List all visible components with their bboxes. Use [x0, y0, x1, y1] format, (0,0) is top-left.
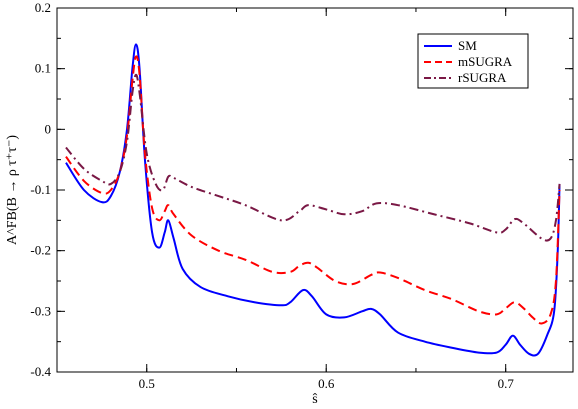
x-tick-label: 0.6	[318, 376, 335, 391]
series-line-msugra	[65, 55, 561, 325]
y-tick-label: 0.1	[35, 61, 51, 76]
y-axis-label: A^FB(B → ρ τ⁺τ⁻)	[5, 135, 20, 245]
axis-ticks: -0.4 -0.3 -0.2 -0.1 0 0.1 0.2 0.5 0.6 0.7	[30, 0, 573, 391]
legend-label-sm: SM	[458, 38, 477, 53]
series-line-sm	[65, 43, 561, 357]
legend-label-rsugra: rSUGRA	[458, 70, 507, 85]
x-tick-label: 0.5	[139, 376, 155, 391]
y-tick-label: 0.2	[35, 0, 51, 15]
legend-box	[417, 33, 529, 89]
y-tick-label: 0	[45, 121, 52, 136]
y-tick-label: -0.1	[30, 182, 51, 197]
y-tick-label: -0.4	[30, 364, 51, 379]
x-axis-label: ŝ	[312, 392, 317, 407]
legend: SM mSUGRA rSUGRA	[417, 33, 529, 89]
legend-label-msugra: mSUGRA	[458, 54, 513, 69]
y-tick-label: -0.3	[30, 303, 51, 318]
y-tick-label: -0.2	[30, 243, 51, 258]
series-layer	[65, 43, 561, 357]
x-tick-label: 0.7	[498, 376, 515, 391]
series-line-rsugra	[65, 73, 561, 242]
